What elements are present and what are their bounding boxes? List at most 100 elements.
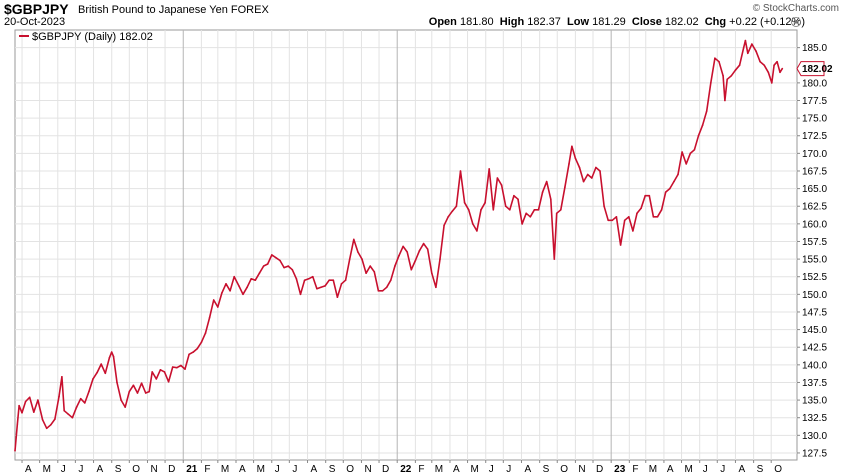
data-point	[217, 306, 219, 308]
data-point	[361, 258, 363, 260]
x-tick-label: A	[97, 464, 104, 475]
x-tick-label: S	[543, 464, 550, 475]
data-point	[14, 450, 16, 452]
x-tick-label: A	[738, 464, 745, 475]
data-point	[607, 219, 609, 222]
data-point	[734, 69, 737, 71]
data-point	[155, 378, 158, 380]
data-point	[443, 224, 445, 227]
data-point	[377, 290, 380, 292]
data-point	[771, 82, 773, 84]
y-tick-label: 170.0	[802, 149, 827, 160]
data-point	[271, 254, 273, 256]
data-point	[550, 198, 552, 200]
data-point	[439, 258, 441, 260]
data-point	[500, 184, 503, 186]
data-point	[365, 272, 367, 275]
data-point	[451, 210, 454, 212]
x-tick-label: M	[649, 464, 657, 475]
x-tick-label: J	[292, 464, 297, 475]
data-point	[467, 209, 470, 211]
data-point	[718, 60, 720, 63]
instrument-name-text: British Pound to Japanese Yen	[78, 4, 228, 16]
data-point	[402, 245, 404, 248]
open-value: 181.80	[459, 16, 494, 28]
data-point	[697, 134, 700, 137]
data-point	[33, 411, 35, 413]
x-tick-label: N	[364, 464, 371, 475]
x-tick-label: O	[346, 464, 354, 475]
y-tick-label: 130.0	[802, 431, 827, 442]
data-point	[279, 259, 281, 262]
data-point	[262, 265, 265, 267]
data-point	[568, 163, 570, 165]
chart-header: $GBPJPY British Pound to Japanese Yen FO…	[0, 0, 845, 30]
data-point	[320, 286, 322, 289]
data-point	[104, 372, 107, 375]
high-value: 182.37	[527, 16, 561, 28]
data-point	[37, 399, 39, 401]
data-point	[553, 258, 556, 260]
data-point	[410, 268, 413, 271]
data-point	[564, 186, 566, 188]
x-tick-label: A	[239, 464, 246, 475]
data-point	[328, 279, 331, 282]
legend-label: $GBPJPY (Daily) 182.02	[32, 31, 153, 43]
data-point	[124, 406, 126, 408]
data-point	[120, 399, 122, 401]
data-point	[225, 283, 227, 285]
data-point	[394, 265, 396, 267]
data-point	[463, 201, 466, 204]
data-point	[233, 275, 235, 278]
data-point	[116, 381, 118, 384]
data-point	[242, 293, 244, 296]
data-point	[480, 209, 482, 211]
x-tick-label: M	[221, 464, 229, 475]
x-tick-label: M	[685, 464, 693, 475]
data-point	[714, 57, 716, 59]
last-value-marker	[796, 61, 825, 77]
data-point	[472, 223, 474, 225]
data-point	[660, 209, 663, 211]
data-point	[738, 64, 741, 66]
data-point	[447, 216, 450, 218]
x-tick-label: A	[25, 464, 32, 475]
y-tick-label: 167.5	[802, 166, 827, 177]
data-point	[730, 75, 733, 77]
data-point	[184, 368, 186, 370]
data-point	[742, 46, 745, 49]
data-point	[488, 168, 491, 170]
data-point	[312, 275, 314, 278]
data-point	[406, 251, 409, 253]
data-point	[636, 212, 638, 215]
data-point	[75, 406, 78, 408]
data-point	[779, 71, 781, 74]
data-point	[603, 205, 605, 207]
data-point	[238, 285, 240, 287]
data-point	[144, 392, 147, 394]
data-point	[18, 404, 20, 407]
data-point	[781, 67, 784, 70]
ticker-symbol: $GBPJPY	[4, 1, 69, 17]
data-point	[275, 256, 277, 259]
ohlc-summary: Open 181.80 High 182.37 Low 181.29 Close…	[429, 16, 805, 28]
data-point	[192, 351, 194, 353]
data-point	[390, 279, 392, 282]
close-label: Close	[631, 16, 662, 28]
data-point	[336, 296, 339, 299]
x-tick-label: F	[632, 464, 638, 475]
data-point	[673, 180, 675, 183]
data-point	[50, 424, 52, 426]
y-tick-label: 165.0	[802, 184, 827, 195]
data-point	[555, 212, 558, 215]
x-tick-label: F	[418, 464, 424, 475]
data-point	[525, 212, 527, 215]
data-point	[724, 99, 726, 102]
last-value-label: 182.02	[802, 64, 833, 75]
data-point	[726, 78, 728, 81]
x-tick-label: A	[524, 464, 531, 475]
data-point	[132, 384, 135, 387]
x-tick-label: D	[168, 464, 175, 475]
data-point	[163, 371, 166, 373]
data-point	[509, 209, 511, 211]
